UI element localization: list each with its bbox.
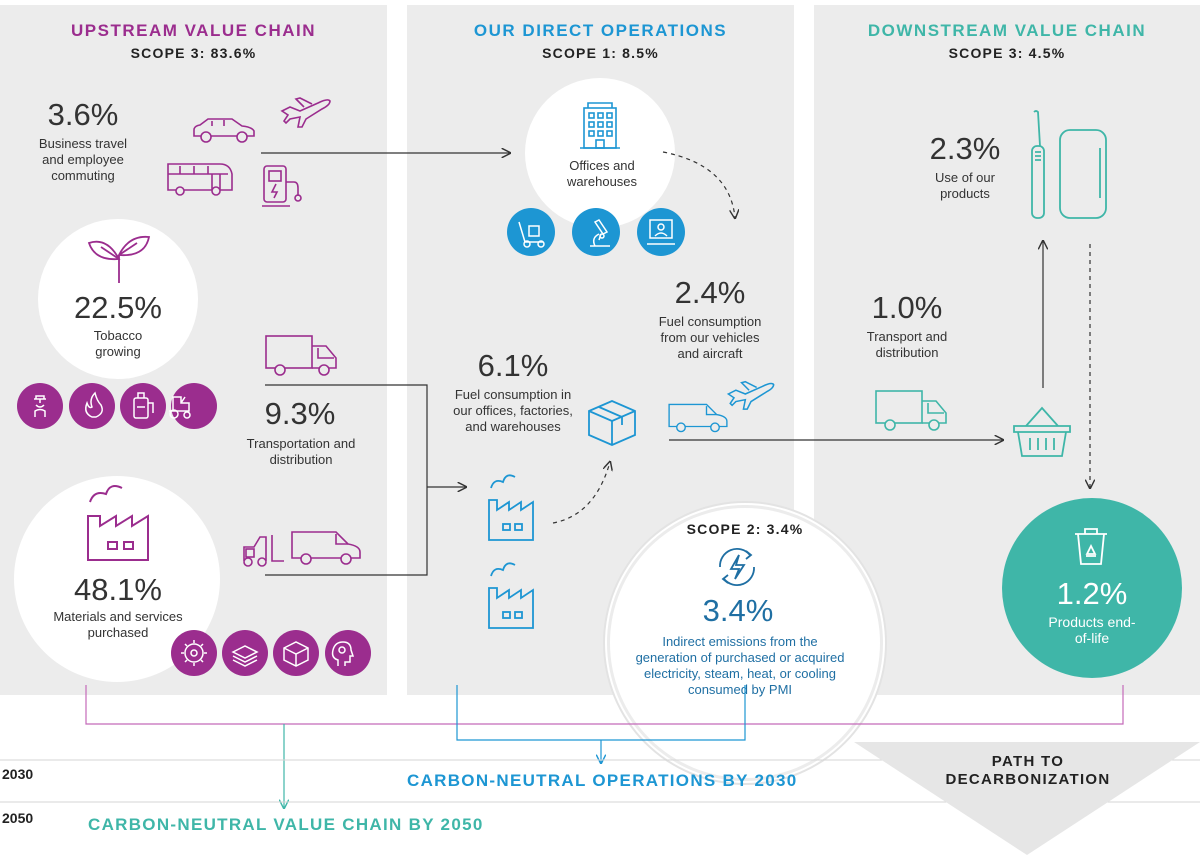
- year-2050: 2050: [2, 810, 33, 826]
- year-2030: 2030: [2, 766, 33, 782]
- chain-2050-goal: CARBON-NEUTRAL VALUE CHAIN BY 2050: [88, 815, 484, 835]
- path-to-decarbonization: PATH TO DECARBONIZATION: [928, 753, 1128, 789]
- ops-2030-goal: CARBON-NEUTRAL OPERATIONS BY 2030: [407, 771, 798, 791]
